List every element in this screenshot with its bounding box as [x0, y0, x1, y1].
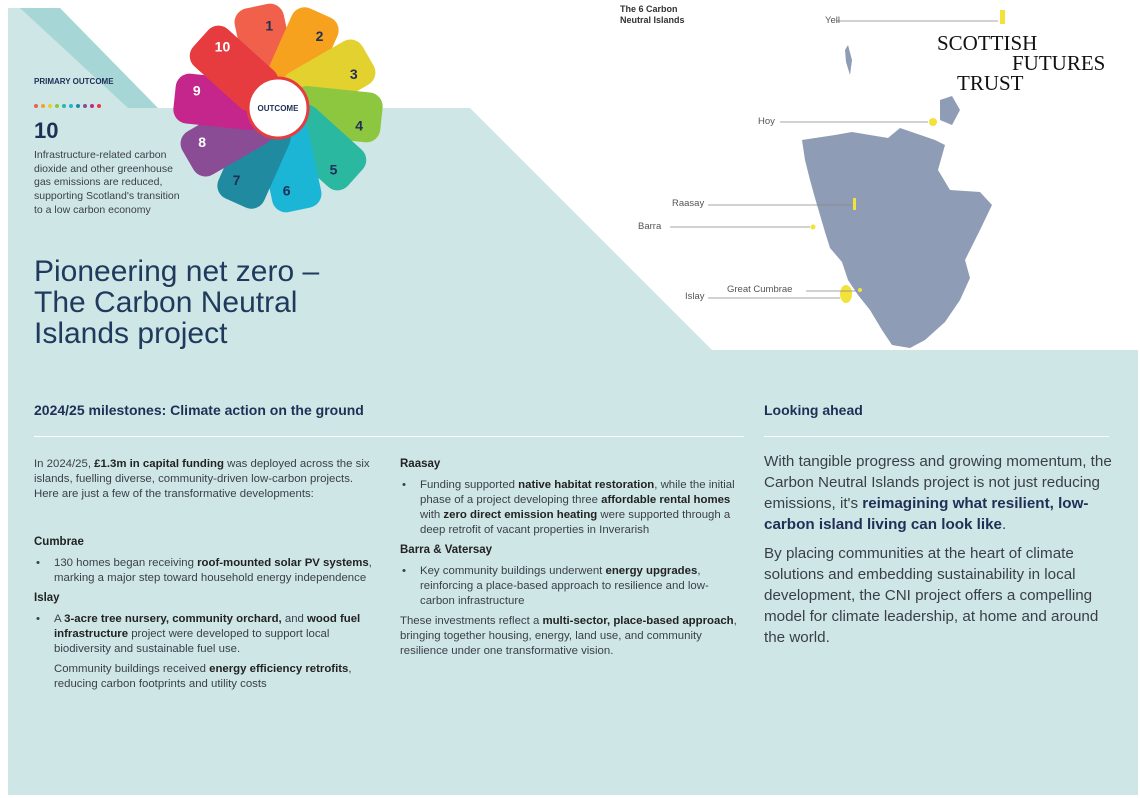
paragraph: Community buildings received energy effi… [34, 662, 379, 692]
text: and [281, 613, 308, 625]
text: project were developed to support local … [54, 628, 330, 655]
color-dot [76, 104, 80, 108]
bold-text: energy upgrades [605, 565, 698, 577]
milestones-heading: 2024/25 milestones: Climate action on th… [34, 402, 364, 418]
color-dot [90, 104, 94, 108]
petal-number: 2 [316, 28, 324, 44]
paragraph: Key community buildings underwent energy… [400, 564, 740, 609]
island-hoy [929, 118, 937, 126]
text: Funding supported [420, 479, 519, 491]
primary-outcome-label: PRIMARY OUTCOME [34, 77, 114, 86]
map-label-hoy: Hoy [758, 116, 775, 127]
bold-text: zero direct emission heating [443, 509, 598, 521]
color-dot [41, 104, 45, 108]
mainland-shape [802, 45, 992, 348]
text: In 2024/25, [34, 458, 95, 470]
text: , bringing together housing, energy, lan… [400, 615, 737, 657]
text: By placing communities at the heart of c… [764, 545, 1099, 646]
petal-number: 1 [265, 17, 273, 33]
bold-text: multi-sector, place-based approach [542, 615, 734, 627]
outcome-wheel: 1 2 3 4 5 6 7 8 9 10 OUTCOME [173, 3, 383, 213]
text: , marking a major step toward household … [54, 557, 372, 584]
island-raasay [853, 198, 856, 210]
text: , while the initial phase of a project d… [420, 479, 735, 506]
map-label-yell: Yell [825, 15, 840, 26]
color-dot [97, 104, 101, 108]
paragraph: By placing communities at the heart of c… [764, 543, 1114, 648]
bold-text: 3-acre tree nursery, community orchard, [64, 613, 282, 625]
map-label-great-cumbrae: Great Cumbrae [727, 284, 793, 295]
color-dot [34, 104, 38, 108]
island-heading: Raasay [400, 458, 441, 470]
paragraph: 130 homes began receiving roof-mounted s… [34, 556, 379, 586]
island-heading: Islay [34, 592, 60, 604]
paragraph: These investments reflect a multi-sector… [400, 614, 740, 659]
looking-ahead-body: With tangible progress and growing momen… [764, 451, 1114, 648]
bold-text: native habitat restoration [518, 479, 655, 491]
color-dot [48, 104, 52, 108]
divider [764, 436, 1109, 437]
bold-text: affordable rental homes [601, 494, 731, 506]
petal-number: 7 [233, 172, 241, 188]
text: . [1002, 516, 1007, 533]
paragraph: In 2024/25, £1.3m in capital funding was… [34, 457, 379, 502]
petal-number: 3 [350, 66, 358, 82]
text: Community buildings received [54, 663, 210, 675]
logo-scottish: SCOTTISH [937, 31, 1038, 55]
color-dot [69, 104, 73, 108]
text: with [420, 509, 444, 521]
map-label-barra: Barra [638, 221, 662, 232]
petal-number: 10 [215, 38, 231, 54]
map-label-islay: Islay [685, 291, 705, 302]
wheel-center [246, 76, 310, 140]
outcome-number: 10 [34, 118, 59, 143]
map-label-raasay: Raasay [672, 198, 705, 209]
color-dot [83, 104, 87, 108]
text: , reducing carbon footprints and utility… [54, 663, 352, 690]
bold-text: energy efficiency retrofits [209, 663, 349, 675]
bold-text: roof-mounted solar PV systems [197, 557, 369, 569]
map-title: The 6 Carbon Neutral Islands [620, 4, 685, 25]
bold-text: wood fuel infrastructure [54, 613, 361, 640]
petal-number: 8 [198, 134, 206, 150]
page-title: Pioneering net zero – The Carbon Neutral… [34, 255, 320, 350]
petal-number: 4 [355, 117, 363, 133]
bold-text: £1.3m in capital funding [94, 458, 224, 470]
petal-number: 6 [283, 183, 291, 199]
divider [34, 436, 744, 437]
island-heading: Cumbrae [34, 536, 84, 548]
island-yell [1000, 10, 1005, 24]
outcome-description: Infrastructure-related carbon dioxide an… [34, 149, 180, 216]
text: Key community buildings underwent [420, 565, 606, 577]
paragraph: With tangible progress and growing momen… [764, 451, 1114, 535]
petal-number: 9 [193, 83, 201, 99]
milestones-column-2: Raasay Funding supported native habitat r… [400, 457, 740, 659]
color-dot [55, 104, 59, 108]
scotland-map [670, 10, 1005, 348]
logo-futures: FUTURES [1012, 51, 1106, 75]
text: 130 homes began receiving [54, 557, 198, 569]
looking-ahead-heading: Looking ahead [764, 402, 863, 418]
paragraph: A 3-acre tree nursery, community orchard… [34, 612, 379, 657]
island-great-cumbrae [858, 288, 862, 292]
text: A [54, 613, 65, 625]
petal-number: 5 [330, 162, 338, 178]
island-heading: Barra & Vatersay [400, 544, 493, 556]
island-barra [810, 224, 816, 230]
color-dot [62, 104, 66, 108]
text: , reinforcing a place-based approach to … [420, 565, 709, 607]
milestones-column-1: In 2024/25, £1.3m in capital funding was… [34, 457, 379, 692]
text: These investments reflect a [400, 615, 543, 627]
text: was deployed across the six islands, fue… [34, 458, 370, 500]
island-islay [840, 285, 852, 303]
text: were supported through a deep retrofit o… [420, 509, 731, 536]
outcome-color-dots [34, 104, 101, 108]
logo-trust: TRUST [957, 71, 1024, 95]
bold-text: reimagining what resilient, low-carbon i… [764, 495, 1089, 533]
text: With tangible progress and growing momen… [764, 453, 1112, 512]
wheel-center-label: OUTCOME [258, 104, 300, 113]
paragraph: Funding supported native habitat restora… [400, 478, 740, 538]
